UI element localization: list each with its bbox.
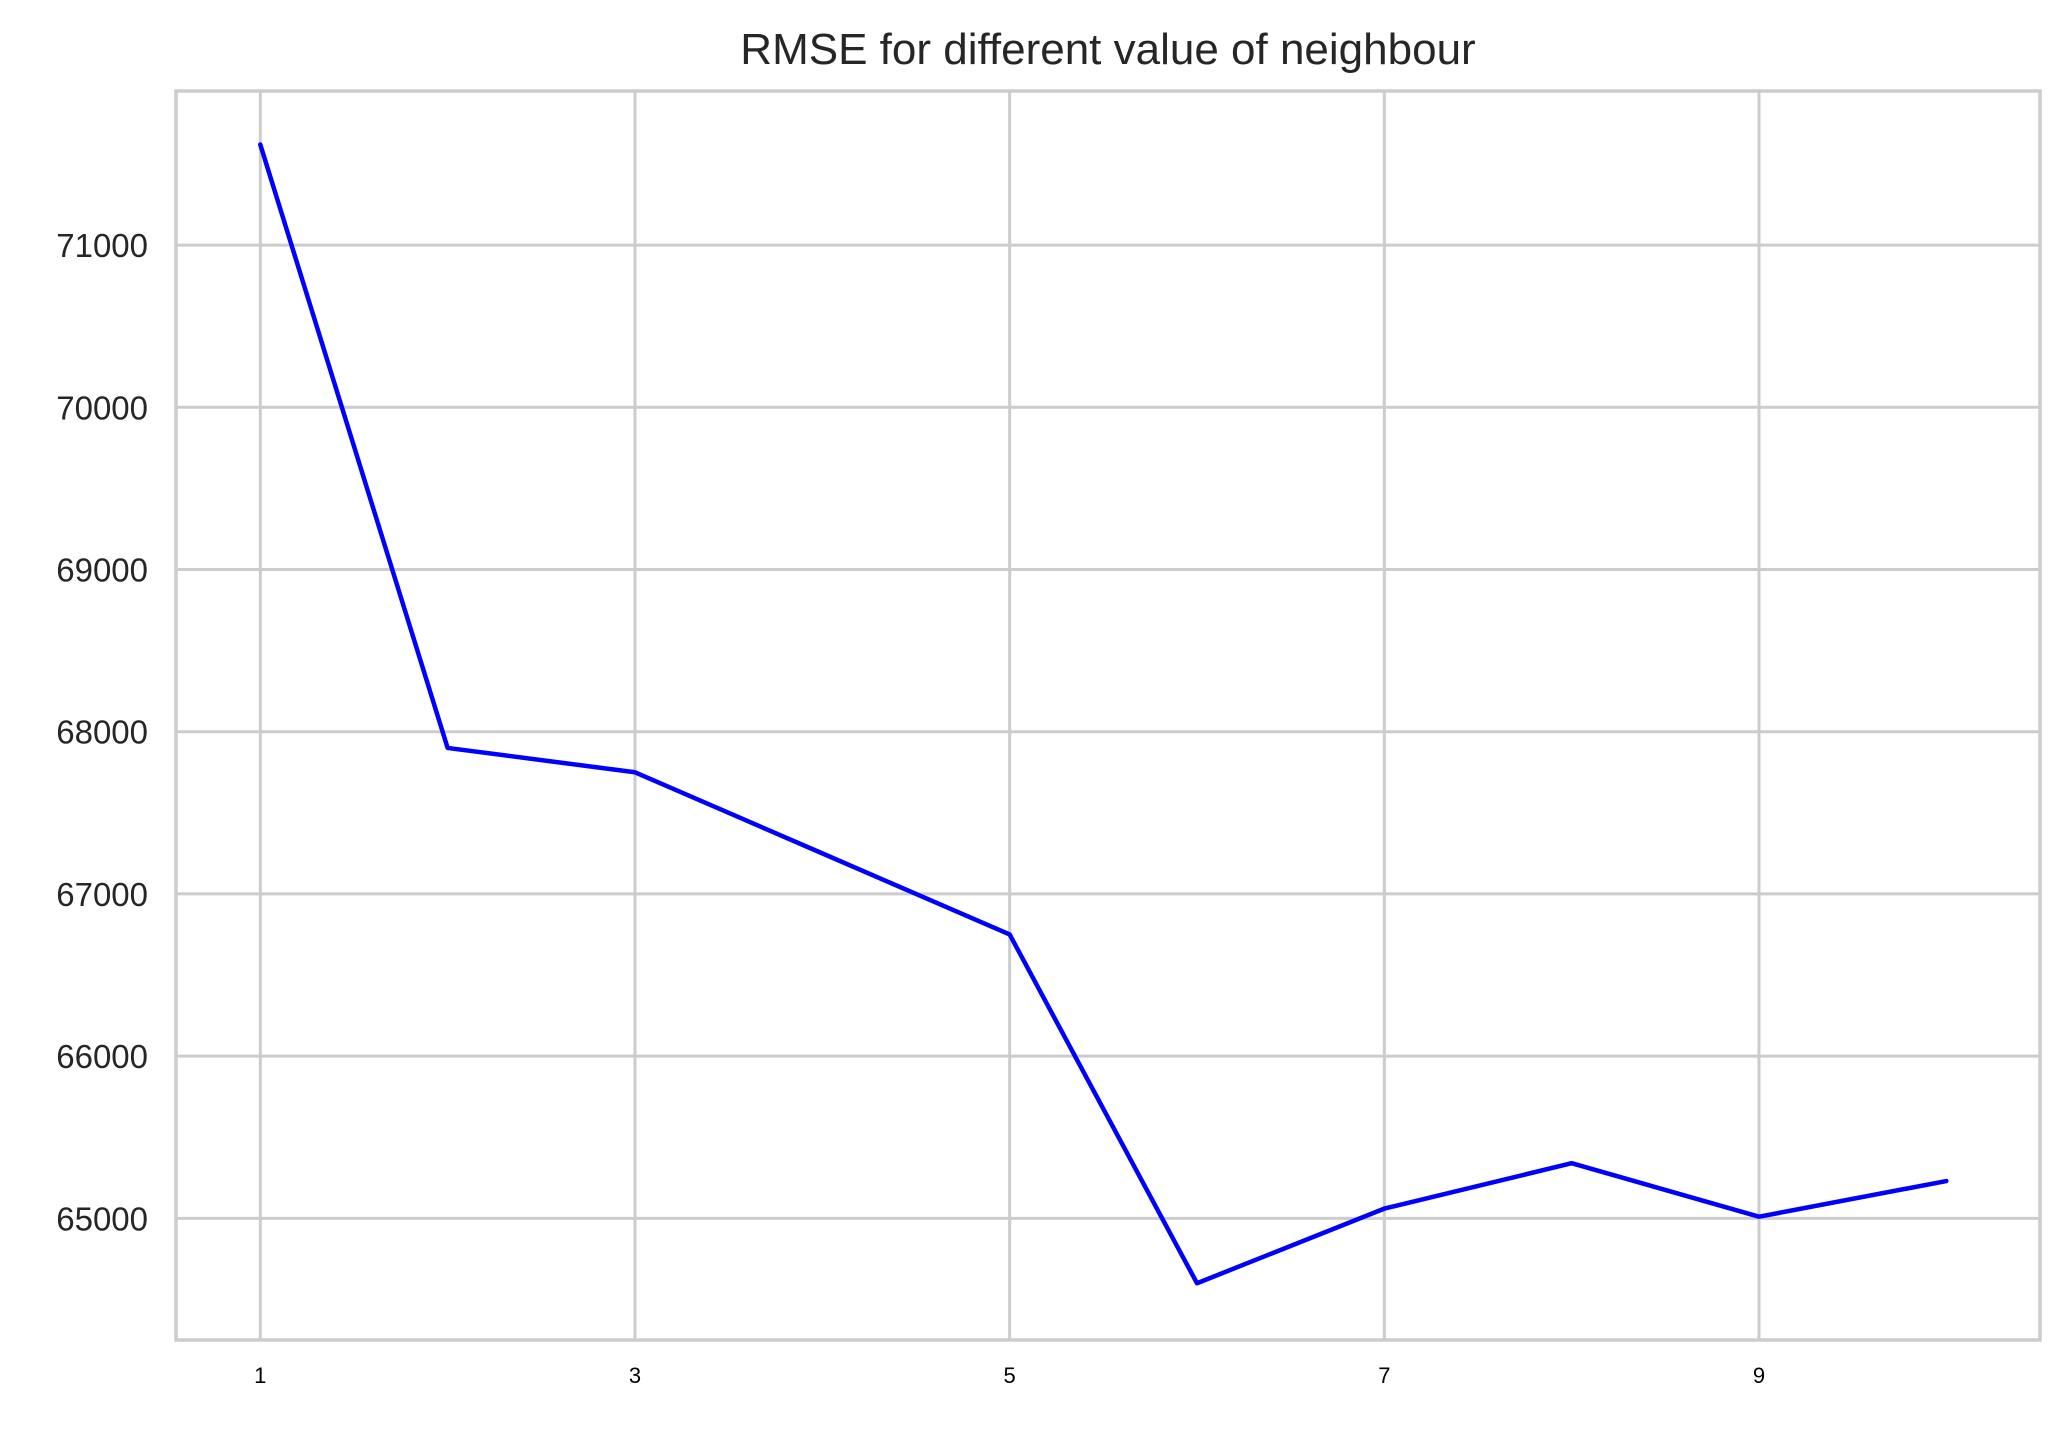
y-tick-label: 68000 (56, 714, 148, 751)
x-tick-label: 9 (1753, 1363, 1765, 1388)
x-tick-label: 3 (629, 1363, 641, 1388)
y-tick-label: 69000 (56, 552, 148, 589)
x-tick-label: 1 (254, 1363, 266, 1388)
y-tick-label: 67000 (56, 876, 148, 913)
grid (176, 91, 2040, 1340)
x-axis-ticks: 1 3 5 7 9 (254, 1363, 1765, 1388)
chart-title: RMSE for different value of neighbour (740, 25, 1475, 74)
series-line-0 (258, 142, 1949, 1286)
y-tick-label: 66000 (56, 1038, 148, 1075)
x-tick-label: 5 (1004, 1363, 1016, 1388)
axes-frame (174, 89, 2042, 1342)
y-tick-label: 71000 (56, 227, 148, 264)
series-layer (258, 142, 1949, 1286)
x-tick-label: 7 (1378, 1363, 1390, 1388)
y-tick-label: 70000 (56, 389, 148, 426)
y-axis-ticks: 65000 66000 67000 68000 69000 70000 71000 (56, 227, 148, 1237)
y-tick-label: 65000 (56, 1200, 148, 1237)
